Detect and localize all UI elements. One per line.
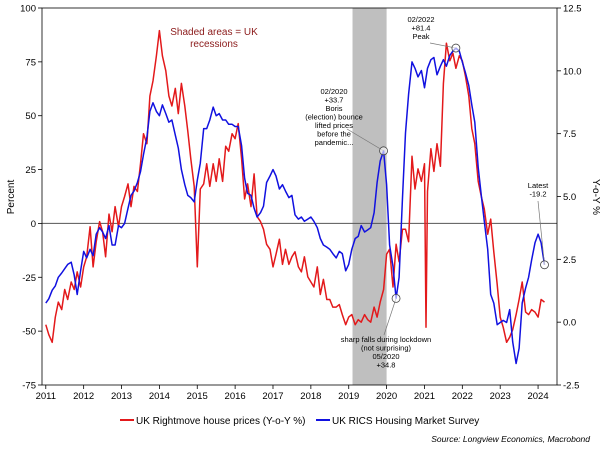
annotation-text-latest: -19.2 — [529, 190, 546, 199]
x-tick-label: 2022 — [452, 391, 473, 402]
source-note: Source: Longview Economics, Macrobond — [431, 434, 590, 444]
left-tick-label: 50 — [25, 111, 36, 122]
x-tick-label: 2016 — [225, 391, 246, 402]
left-tick-label: 0 — [31, 219, 36, 230]
annotation-marker-latest — [540, 260, 549, 270]
annotation-leader-latest — [537, 200, 545, 265]
x-tick-label: 2019 — [338, 391, 359, 402]
x-tick-label: 2017 — [262, 391, 283, 402]
series-line-rightmove — [45, 29, 545, 344]
annotation-text-boris: Boris — [325, 104, 342, 113]
left-tick-label: -25 — [22, 273, 36, 284]
left-tick-label: 100 — [20, 4, 36, 15]
x-tick-label: 2015 — [187, 391, 208, 402]
left-tick-label: -75 — [22, 381, 36, 392]
plot-frame — [41, 7, 558, 386]
annotation-text-peak: Peak — [412, 32, 429, 41]
left-tick-label: -50 — [22, 327, 36, 338]
left-tick-label: 75 — [25, 57, 36, 68]
annotation-marker-lockdown — [391, 293, 401, 303]
x-tick-label: 2013 — [111, 391, 132, 402]
annotation-text-latest: Latest — [528, 181, 549, 190]
left-axis-title: Percent — [6, 180, 17, 215]
annotation-text-peak: 02/2022 — [407, 15, 434, 24]
right-tick-label: -2.5 — [563, 381, 579, 392]
right-tick-label: 10.0 — [563, 66, 582, 77]
shaded-note-line-2: recessions — [190, 39, 238, 50]
legend-label-rightmove: UK Rightmove house prices (Y-o-Y %) — [136, 416, 306, 427]
legend-label-rics: UK RICS Housing Market Survey — [332, 416, 479, 427]
recession-band-layer — [352, 8, 387, 385]
recession-band — [352, 8, 387, 385]
annotation-text-lockdown: +34.8 — [377, 361, 396, 370]
right-axis-title: Y-o-Y % — [590, 179, 601, 215]
axes-layer: 100 75 50 25 0 -25 -50 -75 12.5 10.0 7.5 5.0 2.5 0.0 -… — [20, 4, 581, 403]
right-tick-label: 5.0 — [563, 192, 576, 203]
annotation-text-boris: lifted prices — [315, 121, 353, 130]
x-tick-label: 2023 — [490, 391, 511, 402]
annotation-text-boris: 02/2020 — [320, 87, 347, 96]
x-tick-label: 2012 — [73, 391, 94, 402]
series-line-rics — [45, 47, 546, 365]
annotation-text-boris: +33.7 — [325, 96, 344, 105]
right-tick-label: 0.0 — [563, 318, 576, 329]
x-tick-label: 2018 — [300, 391, 321, 402]
annotation-marker-boris — [379, 146, 388, 156]
x-tick-label: 2011 — [36, 391, 56, 402]
annotation-text-boris: pandemic... — [315, 138, 354, 147]
series-layer — [45, 29, 546, 365]
annotation-leader-boris — [346, 128, 384, 152]
x-tick-label: 2021 — [414, 391, 435, 402]
annotation-text-lockdown: sharp falls during lockdown — [341, 335, 431, 344]
x-tick-label: 2014 — [149, 391, 170, 402]
annotation-marker-peak — [451, 43, 461, 53]
annotation-text-boris: before the — [317, 130, 351, 139]
annotation-text-lockdown: 05/2020 — [372, 352, 399, 361]
left-tick-label: 25 — [25, 165, 36, 176]
x-tick-label: 2024 — [527, 391, 548, 402]
right-tick-label: 2.5 — [563, 255, 576, 266]
annotation-leader-lockdown — [383, 298, 397, 336]
right-tick-label: 7.5 — [563, 129, 576, 140]
right-tick-label: 12.5 — [563, 4, 582, 15]
x-tick-label: 2020 — [376, 391, 397, 402]
annotation-text-lockdown: (not surprising) — [361, 344, 412, 353]
annotation-text-boris: (election) bounce — [305, 113, 363, 122]
annotation-text-peak: +81.4 — [412, 24, 431, 33]
shaded-note-line-1: Shaded areas = UK — [170, 27, 258, 38]
